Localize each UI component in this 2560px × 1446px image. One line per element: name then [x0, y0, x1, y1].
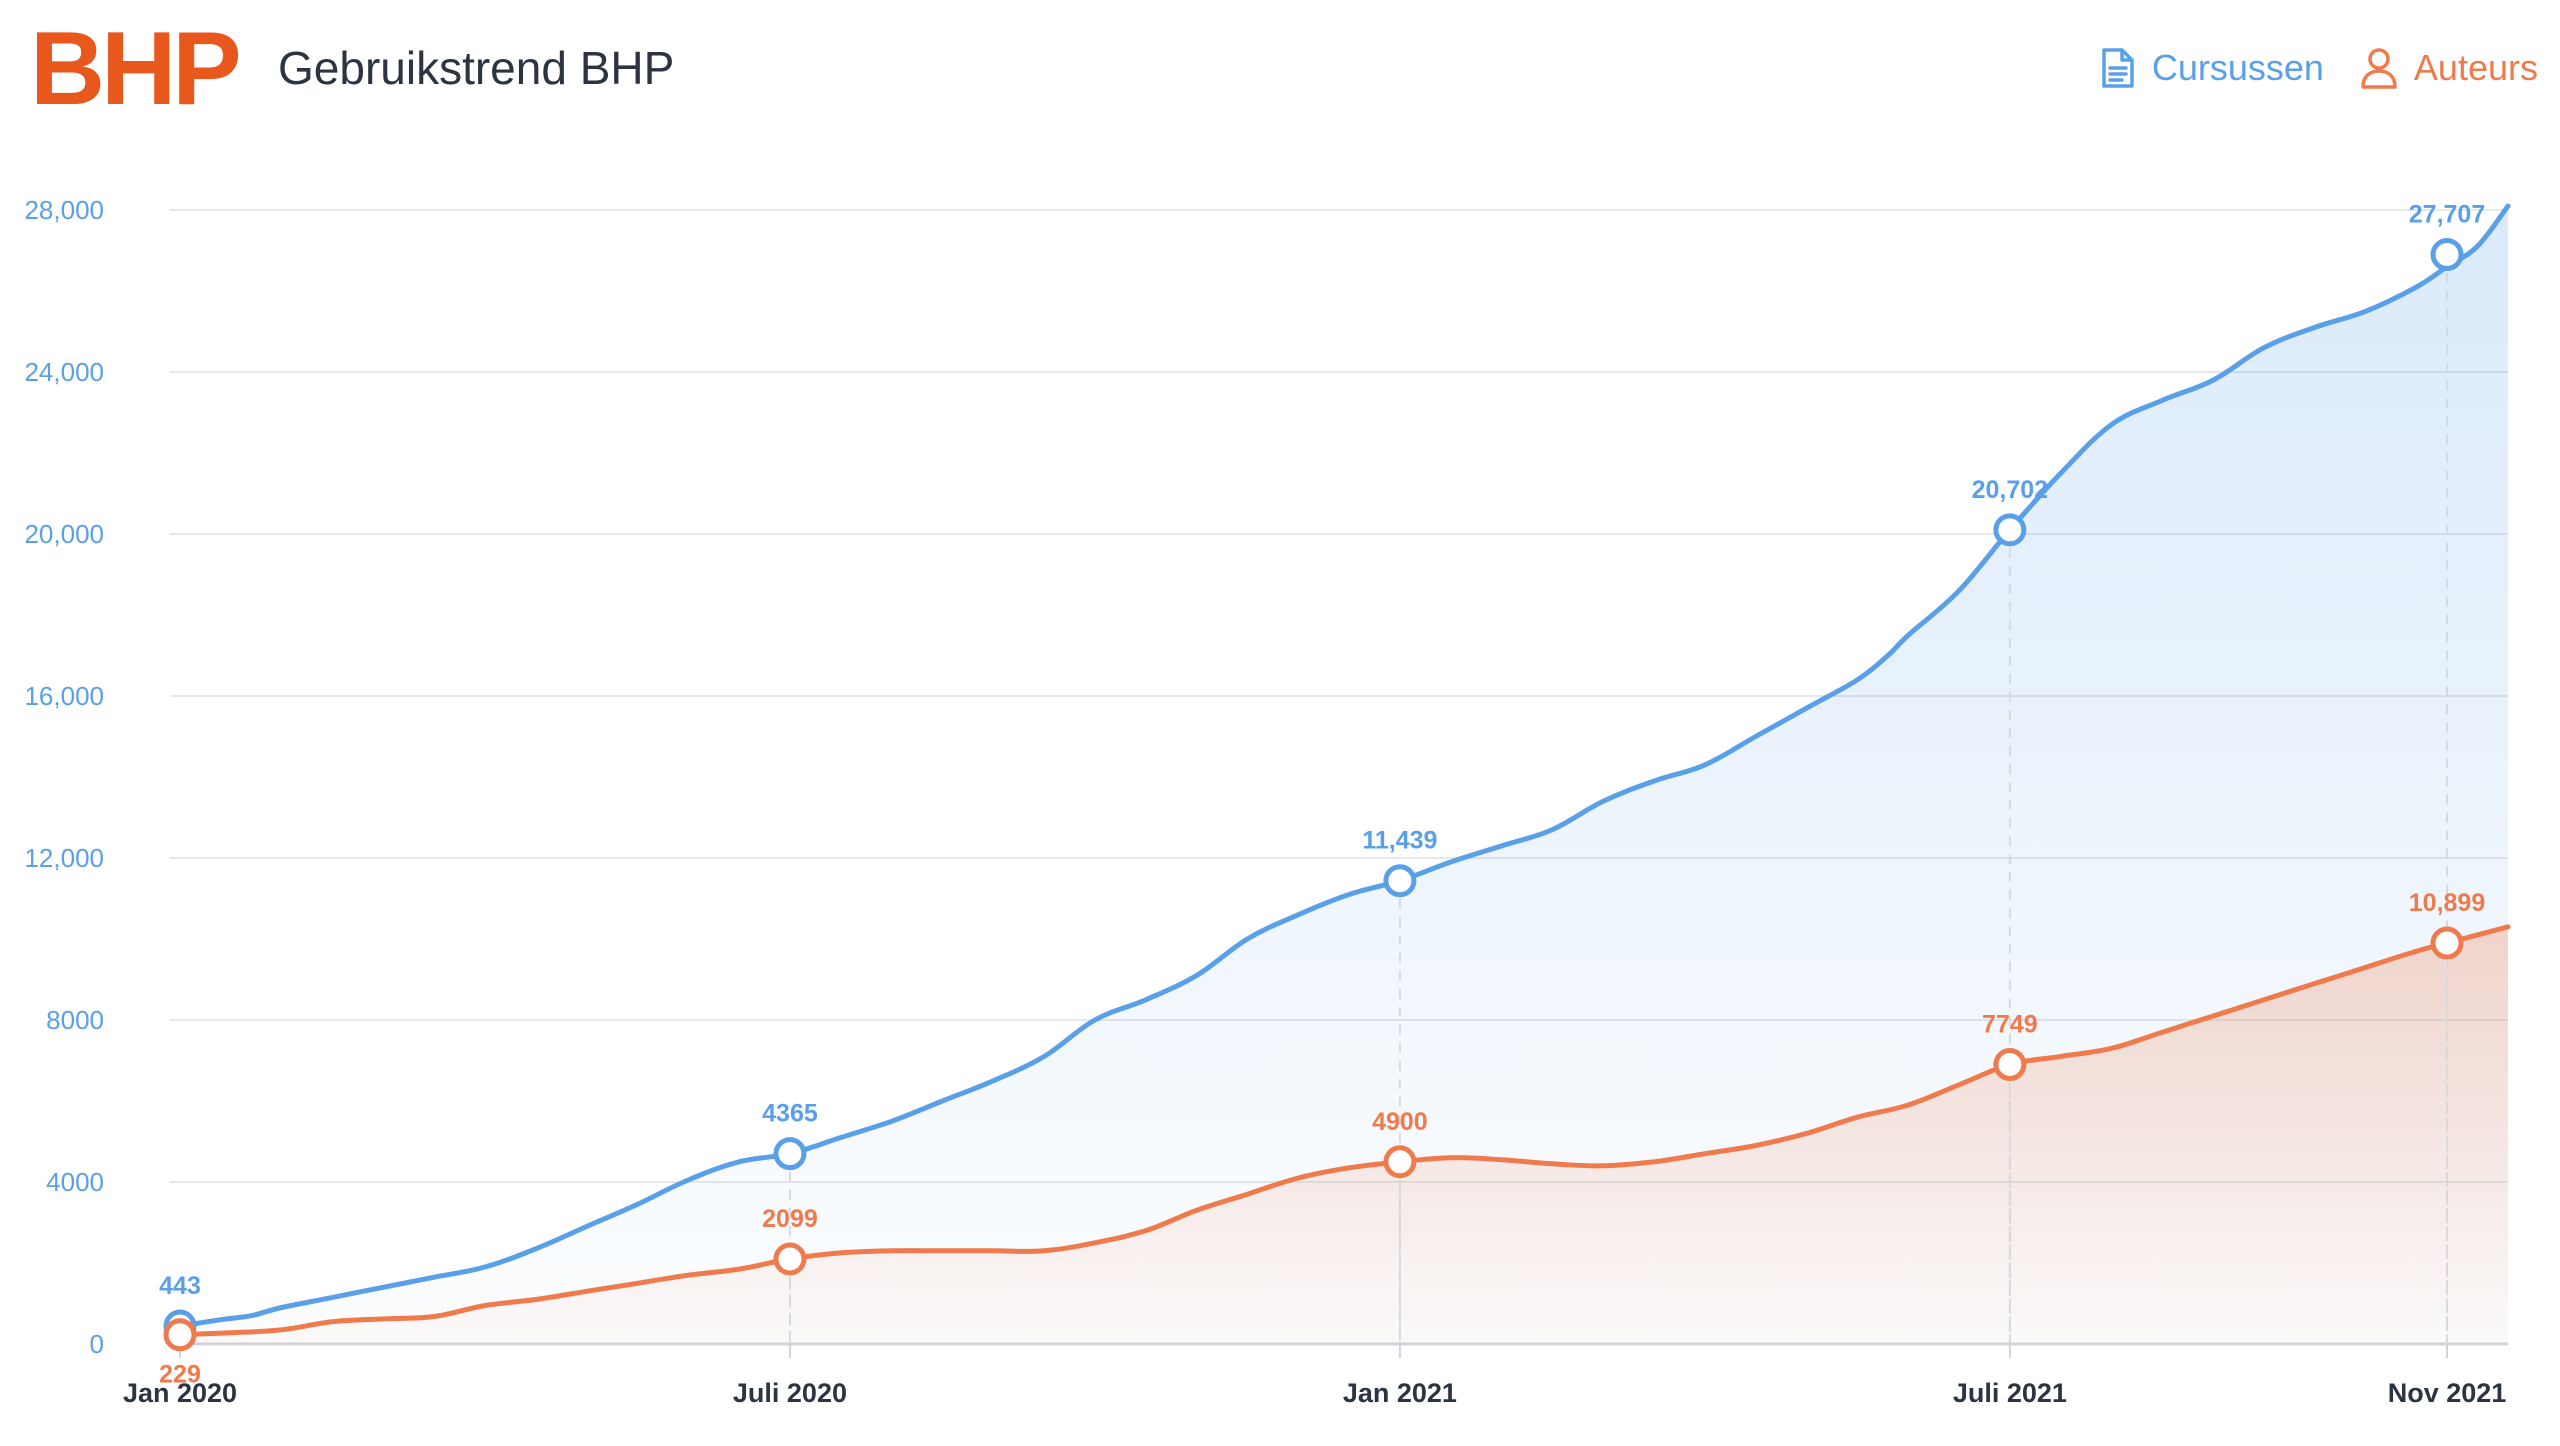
y-tick-label: 28,000 [24, 195, 104, 225]
legend-label-auteurs: Auteurs [2413, 47, 2538, 88]
area-auteurs [180, 926, 2508, 1344]
data-label-cursussen: 27,707 [2409, 201, 2485, 229]
y-tick-label: 8000 [46, 1005, 104, 1035]
data-label-auteurs: 2099 [762, 1205, 818, 1233]
series-line-auteurs [177, 924, 2511, 1338]
bhp-logo: BHP [30, 11, 242, 127]
y-tick-label: 0 [90, 1329, 104, 1359]
data-point-auteurs[interactable] [1383, 1145, 1417, 1179]
y-tick-label: 24,000 [24, 357, 104, 387]
x-tick-label: Jan 2021 [1343, 1378, 1457, 1408]
x-tick-label: Jan 2020 [123, 1378, 237, 1408]
y-tick-label: 4000 [46, 1167, 104, 1197]
data-label-auteurs: 4900 [1372, 1108, 1428, 1136]
data-point-auteurs[interactable] [1993, 1048, 2027, 1082]
data-label-auteurs: 229 [159, 1361, 201, 1389]
data-label-cursussen: 443 [159, 1272, 201, 1300]
chart-legend: Cursussen Auteurs [2100, 44, 2538, 92]
user-icon [2360, 47, 2398, 89]
data-point-auteurs[interactable] [2430, 926, 2464, 960]
y-tick-label: 20,000 [24, 519, 104, 549]
data-label-cursussen: 11,439 [1362, 827, 1437, 855]
data-label-auteurs: 7749 [1982, 1011, 2038, 1039]
data-point-cursussen[interactable] [2430, 238, 2464, 272]
data-point-cursussen[interactable] [1993, 513, 2027, 547]
data-point-auteurs[interactable] [163, 1318, 197, 1352]
data-point-auteurs[interactable] [773, 1242, 807, 1276]
data-label-cursussen: 4365 [762, 1100, 818, 1128]
data-point-cursussen[interactable] [1383, 864, 1417, 898]
data-label-cursussen: 20,702 [1972, 476, 2048, 504]
data-point-cursussen[interactable] [773, 1137, 807, 1171]
header: BHP Gebruikstrend BHP Cursussen [0, 0, 2560, 140]
area-cursussen [180, 206, 2508, 1344]
document-icon [2100, 47, 2136, 89]
legend-item-auteurs[interactable]: Auteurs [2360, 44, 2538, 92]
y-tick-label: 12,000 [24, 843, 104, 873]
x-tick-label: Juli 2021 [1953, 1378, 2067, 1408]
y-tick-label: 16,000 [24, 681, 104, 711]
x-tick-label: Nov 2021 [2388, 1378, 2507, 1408]
legend-item-cursussen[interactable]: Cursussen [2100, 44, 2324, 92]
data-label-auteurs: 10,899 [2409, 889, 2485, 917]
legend-label-cursussen: Cursussen [2151, 47, 2324, 88]
x-tick-label: Juli 2020 [733, 1378, 847, 1408]
page-title: Gebruikstrend BHP [278, 42, 675, 94]
